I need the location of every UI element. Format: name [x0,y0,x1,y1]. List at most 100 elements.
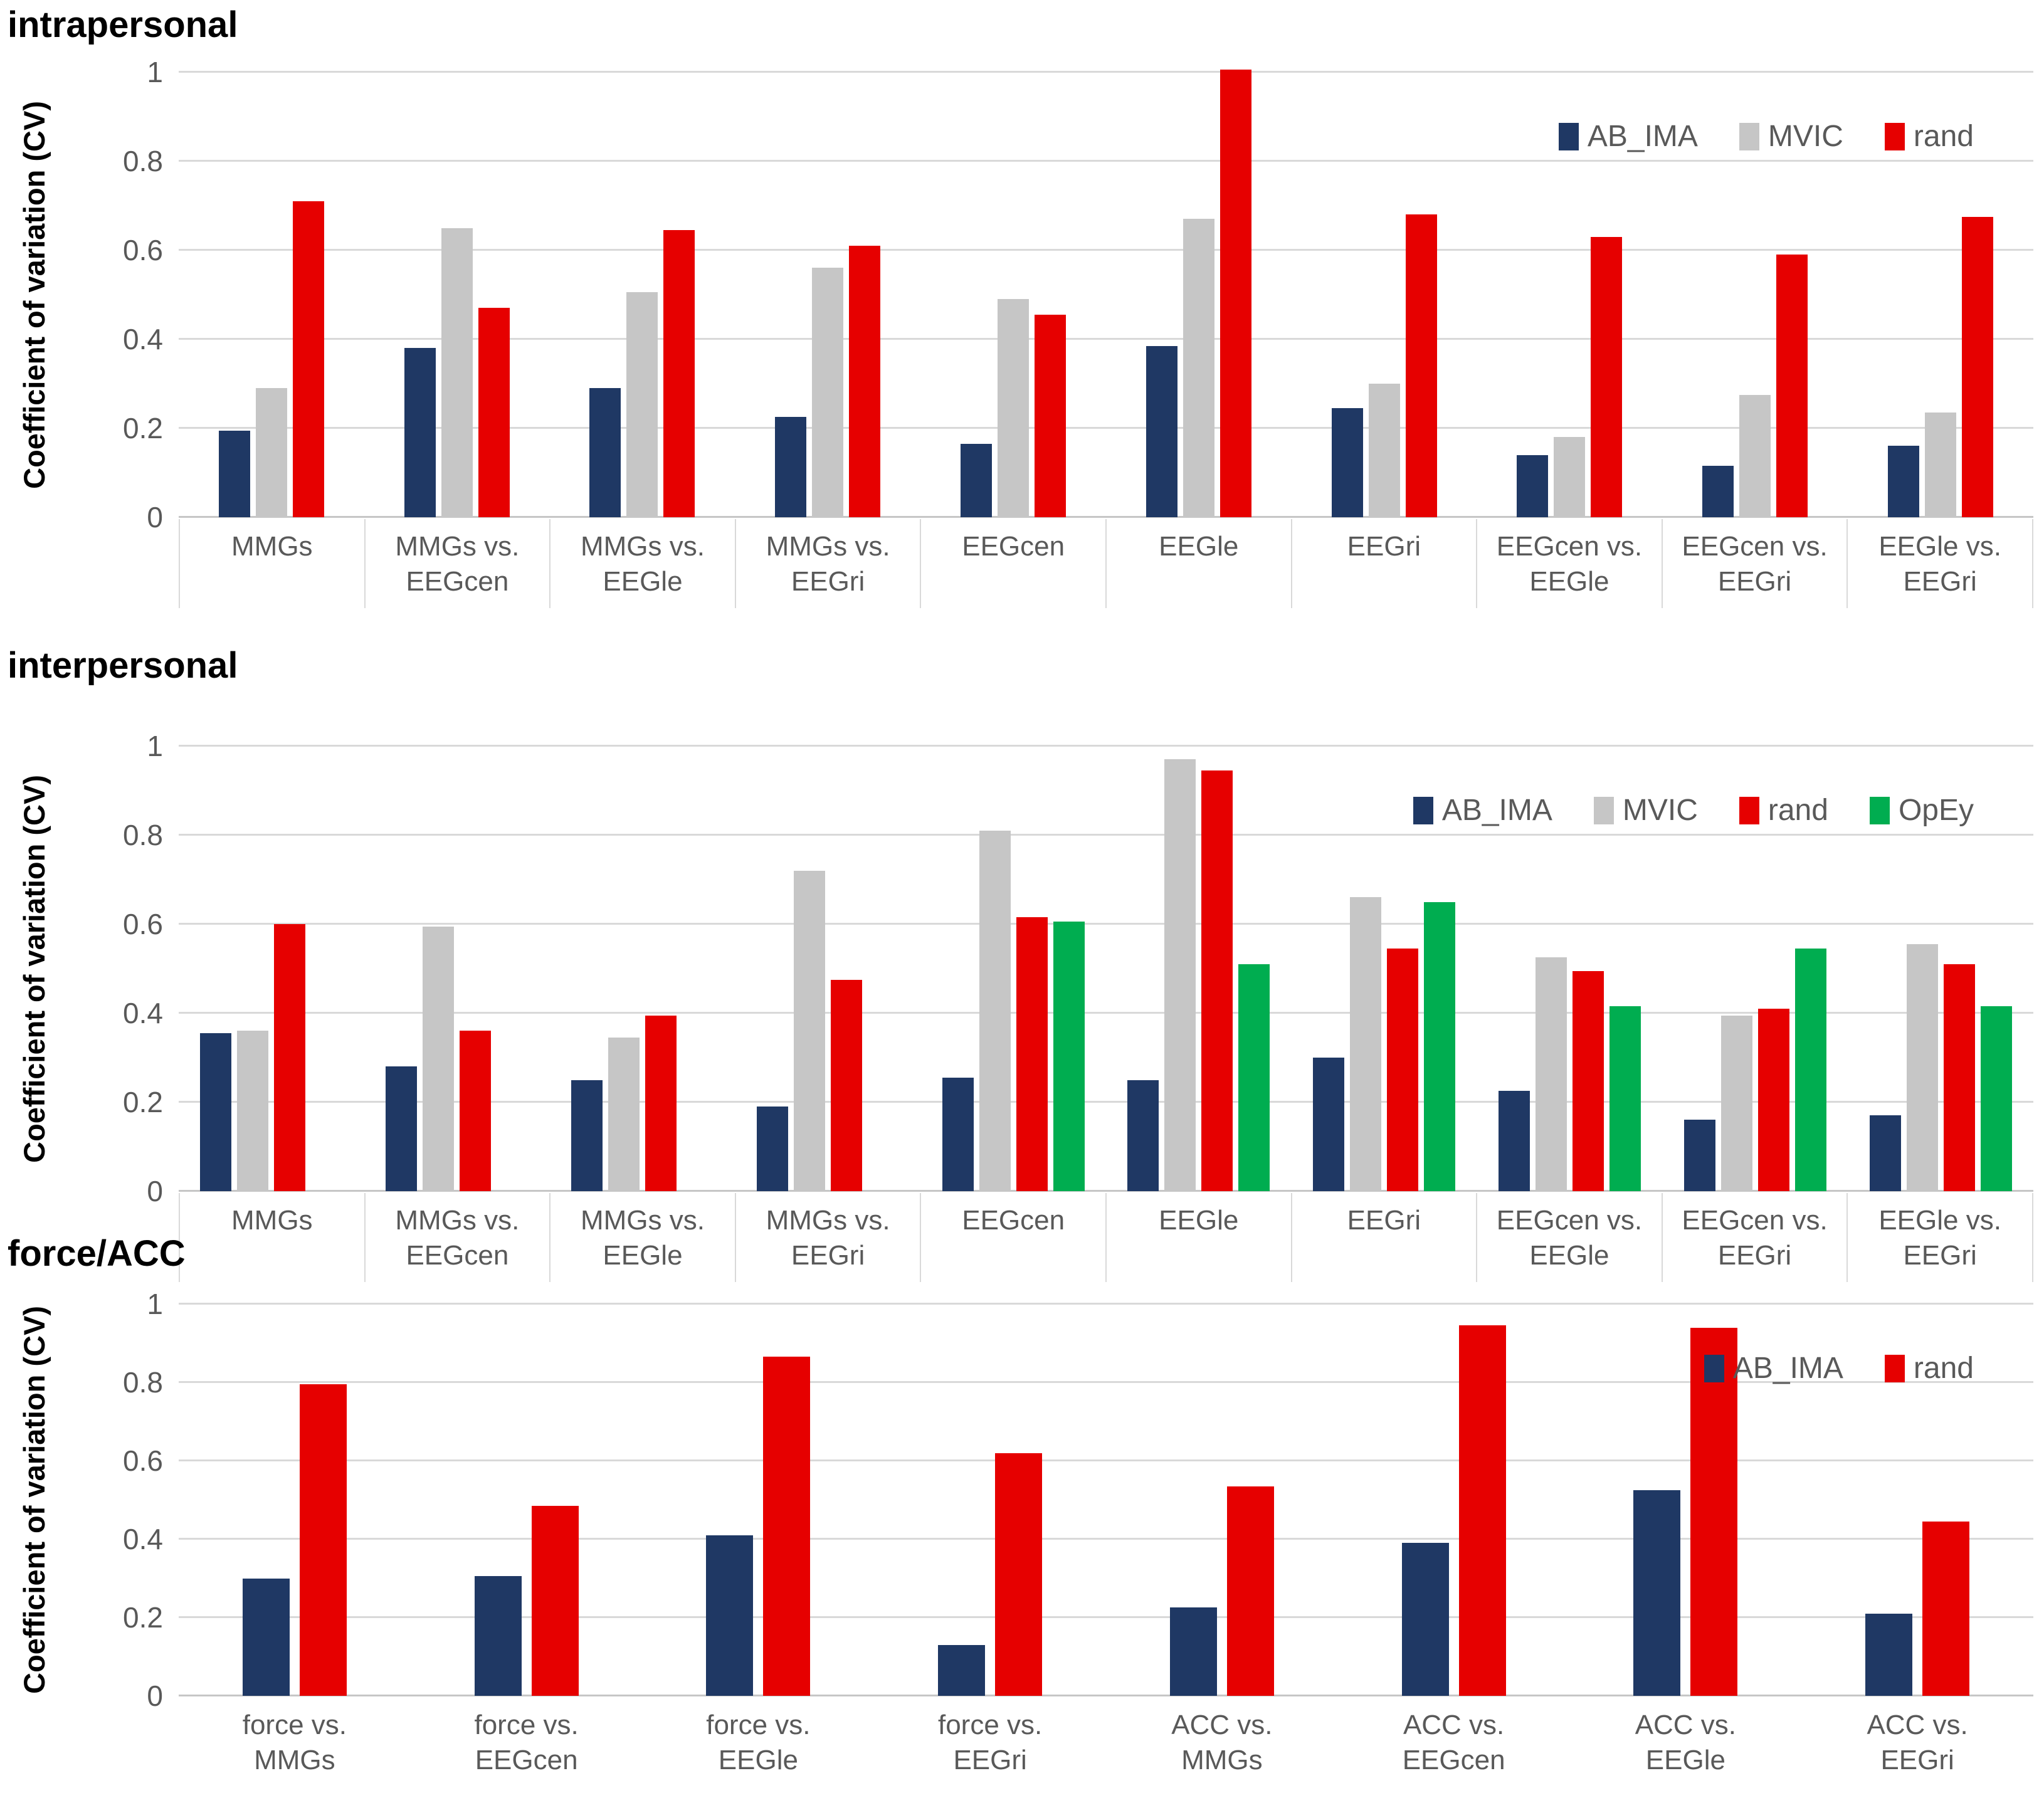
bar-AB_IMA [1146,345,1177,517]
bar-AB_IMA [706,1535,754,1696]
gridline [179,1616,2033,1618]
legend-swatch-icon [1884,1354,1905,1382]
bar-group [1106,70,1292,517]
legend-item-rand: rand [1884,1351,1974,1385]
bar-AB_IMA [218,430,250,517]
bar-group [1106,1304,1338,1696]
bar-AB_IMA [938,1644,986,1696]
legend-swatch-icon [1704,1354,1724,1382]
y-tick-label: 0.2 [123,1086,163,1118]
legend-item-MVIC: MVIC [1593,793,1698,828]
bar-group [1848,72,2033,517]
bar-rand [1962,216,1994,517]
bar-MVIC [441,228,473,517]
y-tick-label: 0.8 [123,145,163,177]
legend-label: AB_IMA [1587,120,1698,153]
x-category-label: MMGs [179,1193,364,1282]
bar-MVIC [1164,759,1196,1191]
bar-AB_IMA [242,1578,290,1696]
x-category-label: MMGs vs. EEGle [549,519,735,608]
legend-swatch-icon [1884,122,1905,150]
x-category-label: force vs. EEGri [937,1710,1043,1775]
bar-groups [179,70,2033,517]
gridline [179,160,2033,162]
bar-OpEy [1238,964,1270,1191]
bar-AB_IMA [1313,1058,1345,1191]
x-category-label: force vs. MMGs [242,1710,347,1775]
bar-OpEy [1053,922,1085,1191]
plot-area: 0 0.2 0.4 0.6 0.8 1 AB_IMA MVIC rand OpEy [123,732,2033,1206]
bar-MVIC [1906,944,1938,1191]
gridline [179,834,2033,836]
x-category-label: EEGcen vs. EEGri [1661,519,1847,608]
x-axis-labels: MMGs MMGs vs. EEGcen MMGs vs. EEGle MMGs vs… [179,1193,2033,1282]
legend-item-AB_IMA: AB_IMA [1413,793,1552,828]
bar-group [920,72,1106,517]
bar-rand [1016,917,1048,1191]
bar-rand [663,230,695,517]
plot-area: 0 0.2 0.4 0.6 0.8 1 AB_IMA MVIC rand [123,58,2033,532]
bar-AB_IMA [942,1077,974,1191]
bar-group [920,746,1106,1191]
x-axis-line [179,1190,2033,1192]
x-category-label: EEGcen vs. EEGle [1476,1193,1662,1282]
y-axis-title-text: Coefficient of variation (CV) [17,1306,51,1694]
legend-label: AB_IMA [1441,794,1552,827]
plot-area: 0 0.2 0.4 0.6 0.8 1 AB_IMA rand [123,1290,2033,1710]
bar-AB_IMA [1498,1091,1530,1191]
bar-MVIC [423,926,455,1191]
gridline [179,1303,2033,1305]
bar-AB_IMA [200,1033,232,1191]
x-category-label: EEGle [1105,1193,1291,1282]
x-category-label: EEGcen [920,1193,1105,1282]
bar-group [411,1304,643,1696]
legend-item-OpEy: OpEy [1869,793,1974,828]
bar-rand [1405,214,1437,517]
x-category-label: ACC vs. EEGri [1867,1710,1968,1775]
bar-rand [1220,70,1251,517]
x-category-label: EEGcen [920,519,1105,608]
gridline [179,1101,2033,1103]
x-category-label: force vs. EEGle [706,1710,811,1775]
bar-rand [1035,314,1067,517]
bar-MVIC [1739,394,1771,517]
gridline [179,427,2033,429]
bar-AB_IMA [474,1576,522,1696]
x-category-label: EEGcen vs. EEGle [1476,519,1662,608]
y-axis-title: Coefficient of variation (CV) [6,1304,61,1696]
bar-group [1662,746,1848,1191]
x-category-label: EEGle vs. EEGri [1846,1193,2033,1282]
bar-AB_IMA [961,443,993,517]
bar-AB_IMA [1517,455,1549,517]
legend-label: AB_IMA [1732,1352,1843,1385]
bar-rand [274,924,306,1191]
x-category-label: MMGs vs. EEGri [734,1193,920,1282]
bar-group [364,746,550,1191]
bar-group [550,746,735,1191]
bar-rand [763,1357,811,1696]
legend-swatch-icon [1413,796,1433,824]
chart-title: force/ACC [8,1233,186,1274]
bar-rand [1387,949,1419,1191]
gridline [179,1538,2033,1540]
y-tick-label: 0 [147,1175,163,1207]
legend-swatch-icon [1739,122,1759,150]
bar-rand [478,308,510,517]
bar-MVIC [793,870,825,1191]
bar-rand [1776,255,1808,517]
x-category-label: MMGs vs. EEGle [549,1193,735,1282]
gridline [179,71,2033,73]
bar-rand [1591,236,1623,517]
x-category-label: EEGle vs. EEGri [1846,519,2033,608]
bar-rand [1226,1486,1274,1696]
chart-title: interpersonal [8,645,238,686]
legend-swatch-icon [1558,122,1579,150]
gridline [179,1012,2033,1014]
bar-OpEy [1980,1006,2012,1191]
bar-rand [460,1031,492,1191]
y-tick-label: 0.4 [123,997,163,1029]
bar-MVIC [1720,1015,1752,1191]
